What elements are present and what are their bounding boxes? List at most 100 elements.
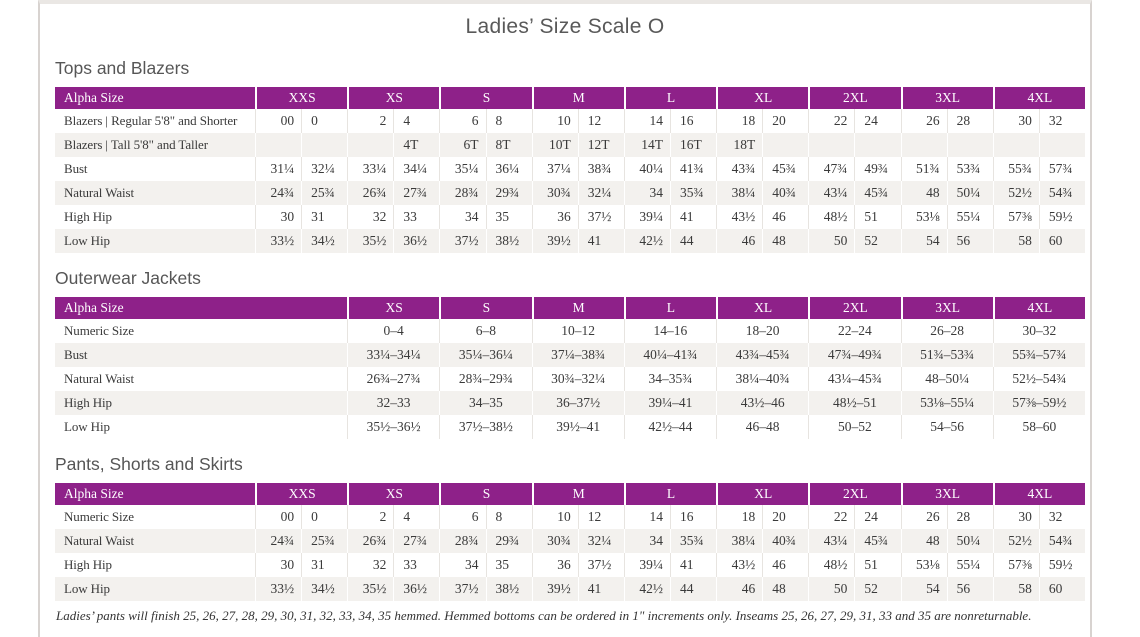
size-value-cell: 27¾ bbox=[393, 529, 440, 553]
size-column-header-2xl: 2XL bbox=[808, 483, 901, 505]
size-value-cell: 41 bbox=[577, 229, 624, 253]
size-value-cell: 29¾ bbox=[485, 529, 532, 553]
size-value-cell: 12 bbox=[577, 505, 624, 529]
size-value-cell: 28¾ bbox=[439, 181, 486, 205]
size-column-header-4xl: 4XL bbox=[992, 483, 1085, 505]
size-value-cell: 53⅛–55¼ bbox=[900, 391, 993, 415]
page-title: Ladies’ Size Scale O bbox=[465, 15, 665, 38]
size-value-cell: 18 bbox=[716, 109, 762, 133]
size-value-cell: 12 bbox=[577, 109, 624, 133]
table-row: Natural Waist 24¾ 25¾ 26¾ 27¾ 28¾ 29¾ 30¾ 32¼ 34 3… bbox=[55, 181, 1085, 205]
size-value-cell: 57⅜ bbox=[992, 205, 1039, 229]
size-value-cell: 20 bbox=[762, 109, 808, 133]
size-value-cell: 53⅛ bbox=[900, 205, 947, 229]
size-value-cell: 36 bbox=[531, 553, 578, 577]
size-value-cell: 18–20 bbox=[716, 319, 808, 343]
size-value-cell: 43½ bbox=[716, 205, 762, 229]
row-label: Bust bbox=[64, 161, 88, 176]
table-row: High Hip 30 31 32 33 34 35 36 37½ 39¼ 41 43½ 46 48½ 51… bbox=[55, 553, 1085, 577]
size-value-cell: 46 bbox=[716, 229, 763, 253]
size-value-cell: 39½–41 bbox=[531, 415, 624, 439]
size-value-cell: 34 bbox=[623, 181, 670, 205]
size-value-cell: 35¾ bbox=[669, 181, 717, 205]
size-value-cell: 4 bbox=[393, 109, 439, 133]
size-value-cell: 36½ bbox=[393, 577, 440, 601]
size-value-cell: 30–32 bbox=[992, 319, 1085, 343]
row-label: Blazers | Tall 5'8" and Taller bbox=[55, 133, 255, 157]
size-value-cell: 40¾ bbox=[762, 529, 809, 553]
size-value-cell: 38¼ bbox=[716, 529, 763, 553]
size-value-cell: 00 bbox=[255, 109, 301, 133]
size-value-cell: 34½ bbox=[301, 229, 348, 253]
size-value-cell: 6 bbox=[439, 505, 485, 529]
size-value-cell: 35½ bbox=[347, 229, 394, 253]
size-value-cell bbox=[992, 133, 1039, 157]
size-value-cell: 14 bbox=[623, 505, 670, 529]
size-value-cell: 54 bbox=[900, 577, 947, 601]
size-value-cell: 48 bbox=[900, 181, 947, 205]
header-row: Alpha Size XS S M L XL 2XL 3XL 4XL bbox=[55, 297, 1085, 319]
row-label: Blazers | Regular 5'8" and Shorter bbox=[64, 113, 238, 128]
size-value-cell: 14 bbox=[623, 109, 670, 133]
size-value-cell: 8 bbox=[485, 505, 532, 529]
outerwear-jackets-size-table: Alpha Size XS S M L XL 2XL 3XL 4XL Numeric Size 0–… bbox=[55, 297, 1085, 439]
size-value-cell: 10 bbox=[531, 505, 578, 529]
size-value-cell: 18 bbox=[716, 505, 762, 529]
size-value-cell: 12T bbox=[577, 133, 624, 157]
size-value-cell: 55¼ bbox=[946, 205, 993, 229]
size-value-cell: 28¾–29¾ bbox=[439, 367, 531, 391]
size-value-cell: 16T bbox=[669, 133, 717, 157]
size-value-cell: 0–4 bbox=[347, 319, 439, 343]
size-value-cell: 33½ bbox=[255, 229, 302, 253]
size-value-cell: 22–24 bbox=[808, 319, 900, 343]
size-value-cell: 54¾ bbox=[1038, 181, 1085, 205]
size-column-header-m: M bbox=[531, 297, 624, 319]
size-value-cell: 10T bbox=[531, 133, 578, 157]
size-value-cell: 14–16 bbox=[623, 319, 716, 343]
size-value-cell: 45¾ bbox=[854, 181, 901, 205]
size-value-cell bbox=[762, 133, 809, 157]
size-value-cell: 42½ bbox=[623, 229, 670, 253]
size-column-header-xl: XL bbox=[716, 87, 809, 109]
size-value-cell: 34 bbox=[623, 529, 670, 553]
header-row: Alpha Size XXS XS S M L XL 2XL 3XL 4XL bbox=[55, 483, 1085, 505]
size-column-header-3xl: 3XL bbox=[900, 483, 993, 505]
size-value-cell: 53⅛ bbox=[900, 553, 947, 577]
size-value-cell: 50 bbox=[808, 229, 855, 253]
size-value-cell: 10–12 bbox=[531, 319, 624, 343]
section-heading-outerwear-jackets: Outerwear Jackets bbox=[55, 268, 201, 288]
size-column-header-l: L bbox=[623, 483, 717, 505]
size-value-cell: 31 bbox=[301, 205, 347, 229]
size-value-cell bbox=[900, 133, 947, 157]
size-value-cell: 52½ bbox=[992, 181, 1039, 205]
size-value-cell: 31¼ bbox=[255, 157, 301, 181]
size-value-cell: 48½–51 bbox=[808, 391, 901, 415]
size-value-cell: 58 bbox=[992, 577, 1039, 601]
size-value-cell: 51¾–53¾ bbox=[900, 343, 993, 367]
table-row: Low Hip 33½ 34½ 35½ 36½ 37½ 38½ 39½ 41 42½ 44 46 48 5… bbox=[55, 577, 1085, 601]
size-value-cell: 24¾ bbox=[255, 529, 302, 553]
size-value-cell: 41¾ bbox=[669, 157, 716, 181]
size-value-cell: 46–48 bbox=[716, 415, 808, 439]
size-value-cell: 59½ bbox=[1038, 553, 1085, 577]
size-value-cell bbox=[1038, 133, 1085, 157]
row-label: Low Hip bbox=[55, 577, 255, 601]
row-label: Low Hip bbox=[55, 229, 255, 253]
size-value-cell: 35 bbox=[485, 553, 532, 577]
size-column-header-xl: XL bbox=[716, 483, 809, 505]
size-value-cell: 35½–36½ bbox=[347, 415, 439, 439]
alpha-size-header: Alpha Size bbox=[55, 483, 255, 505]
table-row: Bust 31¼ 32¼ 33¼ 34¼ 35¼ 36¼ 37¼ 38¾ 40¼ 41¾ 43¾ 45¾… bbox=[55, 157, 1085, 181]
size-column-header-xxs: XXS bbox=[255, 483, 348, 505]
size-column-header-4xl: 4XL bbox=[992, 297, 1085, 319]
size-value-cell: 30 bbox=[992, 505, 1039, 529]
size-value-cell: 26¾–27¾ bbox=[347, 367, 439, 391]
size-value-cell: 30 bbox=[992, 109, 1039, 133]
size-value-cell: 46 bbox=[762, 205, 808, 229]
size-value-cell: 32 bbox=[1038, 109, 1085, 133]
size-value-cell: 36½ bbox=[393, 229, 440, 253]
size-value-cell: 43¾–45¾ bbox=[716, 343, 809, 367]
table-row: Low Hip 33½ 34½ 35½ 36½ 37½ 38½ 39½ 41 42½ 44 46 48 5… bbox=[55, 229, 1085, 253]
size-value-cell: 48½ bbox=[808, 205, 854, 229]
row-label: Bust bbox=[55, 343, 347, 367]
